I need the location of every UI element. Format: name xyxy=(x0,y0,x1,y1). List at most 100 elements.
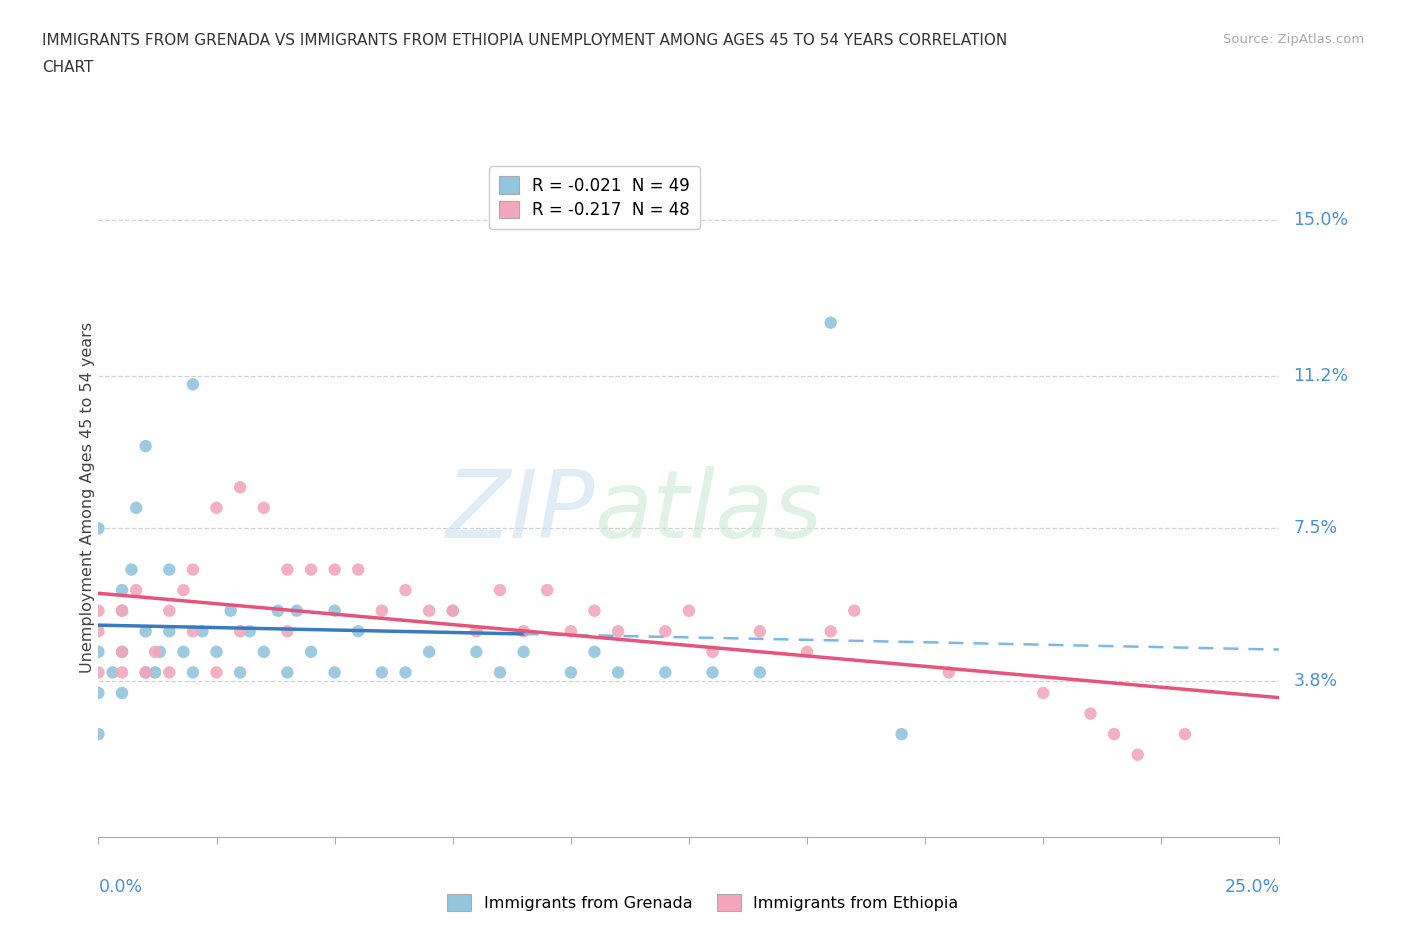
Point xyxy=(465,644,488,659)
Point xyxy=(512,624,534,639)
Point xyxy=(143,665,166,680)
Point xyxy=(607,665,630,680)
Point xyxy=(111,665,134,680)
Point xyxy=(678,604,700,618)
Point xyxy=(1032,685,1054,700)
Point xyxy=(191,624,214,639)
Point xyxy=(394,583,416,598)
Text: Source: ZipAtlas.com: Source: ZipAtlas.com xyxy=(1223,33,1364,46)
Point xyxy=(205,665,228,680)
Point xyxy=(702,644,724,659)
Point xyxy=(560,624,582,639)
Point xyxy=(441,604,464,618)
Point xyxy=(253,644,276,659)
Point xyxy=(253,500,276,515)
Point xyxy=(276,665,298,680)
Point xyxy=(87,604,110,618)
Point xyxy=(299,562,322,577)
Text: CHART: CHART xyxy=(42,60,94,75)
Point xyxy=(418,604,440,618)
Point xyxy=(418,644,440,659)
Text: 15.0%: 15.0% xyxy=(1294,211,1348,229)
Legend: Immigrants from Grenada, Immigrants from Ethiopia: Immigrants from Grenada, Immigrants from… xyxy=(441,888,965,917)
Point xyxy=(121,562,143,577)
Point xyxy=(583,604,606,618)
Point xyxy=(276,562,298,577)
Point xyxy=(111,604,134,618)
Point xyxy=(938,665,960,680)
Point xyxy=(87,644,110,659)
Y-axis label: Unemployment Among Ages 45 to 54 years: Unemployment Among Ages 45 to 54 years xyxy=(80,322,94,673)
Text: atlas: atlas xyxy=(595,466,823,557)
Point xyxy=(890,726,912,741)
Point xyxy=(229,624,252,639)
Point xyxy=(654,624,676,639)
Point xyxy=(87,665,110,680)
Legend: R = -0.021  N = 49, R = -0.217  N = 48: R = -0.021 N = 49, R = -0.217 N = 48 xyxy=(489,166,700,230)
Text: 3.8%: 3.8% xyxy=(1294,671,1337,690)
Point xyxy=(181,624,204,639)
Point xyxy=(536,583,558,598)
Point xyxy=(323,604,346,618)
Point xyxy=(101,665,124,680)
Point xyxy=(583,644,606,659)
Point xyxy=(607,624,630,639)
Point xyxy=(229,480,252,495)
Point xyxy=(181,665,204,680)
Text: IMMIGRANTS FROM GRENADA VS IMMIGRANTS FROM ETHIOPIA UNEMPLOYMENT AMONG AGES 45 T: IMMIGRANTS FROM GRENADA VS IMMIGRANTS FR… xyxy=(42,33,1008,47)
Point xyxy=(143,644,166,659)
Point xyxy=(347,624,370,639)
Point xyxy=(267,604,290,618)
Point xyxy=(125,583,148,598)
Point xyxy=(394,665,416,680)
Point xyxy=(441,604,464,618)
Point xyxy=(748,665,770,680)
Point xyxy=(111,604,134,618)
Point xyxy=(371,604,394,618)
Point xyxy=(135,439,157,454)
Point xyxy=(844,604,866,618)
Point xyxy=(157,624,180,639)
Point xyxy=(1080,706,1102,721)
Point xyxy=(87,521,110,536)
Point xyxy=(111,583,134,598)
Point xyxy=(111,644,134,659)
Point xyxy=(125,500,148,515)
Point xyxy=(489,665,512,680)
Text: ZIP: ZIP xyxy=(444,466,595,557)
Point xyxy=(87,624,110,639)
Point xyxy=(1174,726,1197,741)
Point xyxy=(157,562,180,577)
Point xyxy=(820,624,842,639)
Point xyxy=(172,644,194,659)
Point xyxy=(172,583,194,598)
Point xyxy=(323,665,346,680)
Text: 11.2%: 11.2% xyxy=(1294,367,1348,385)
Point xyxy=(229,665,252,680)
Point xyxy=(489,583,512,598)
Point xyxy=(1102,726,1125,741)
Point xyxy=(654,665,676,680)
Point xyxy=(796,644,818,659)
Point xyxy=(323,562,346,577)
Point xyxy=(1126,748,1149,763)
Point xyxy=(111,685,134,700)
Text: 7.5%: 7.5% xyxy=(1294,520,1337,538)
Point xyxy=(157,665,180,680)
Text: 25.0%: 25.0% xyxy=(1225,878,1279,896)
Point xyxy=(560,665,582,680)
Point xyxy=(512,644,534,659)
Point xyxy=(87,726,110,741)
Point xyxy=(702,665,724,680)
Point xyxy=(276,624,298,639)
Point xyxy=(135,665,157,680)
Point xyxy=(135,665,157,680)
Point xyxy=(157,604,180,618)
Point xyxy=(285,604,308,618)
Point xyxy=(371,665,394,680)
Point xyxy=(465,624,488,639)
Text: 0.0%: 0.0% xyxy=(98,878,142,896)
Point xyxy=(820,315,842,330)
Point xyxy=(205,644,228,659)
Point xyxy=(111,644,134,659)
